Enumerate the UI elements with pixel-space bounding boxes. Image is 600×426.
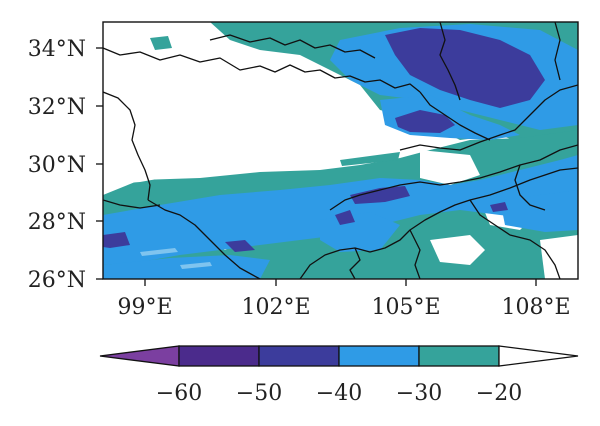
field-indigo — [103, 28, 545, 252]
map-frame — [102, 21, 579, 280]
lon-ticks — [144, 279, 537, 286]
lon-label-102: 102°E — [241, 295, 310, 320]
field-streaks — [140, 248, 212, 269]
shaded-field — [103, 22, 578, 279]
colorbar — [99, 345, 579, 367]
lon-label-99: 99°E — [117, 295, 172, 320]
boundary-lines — [103, 22, 578, 279]
colorbar-label-minus20: −20 — [476, 381, 522, 406]
colorbar-bin-minus40-minus30 — [338, 345, 420, 367]
lat-ticks — [96, 47, 103, 280]
colorbar-lower-extension — [99, 345, 180, 367]
colorbar-label-minus60: −60 — [156, 381, 202, 406]
lon-label-105: 105°E — [371, 295, 440, 320]
lat-label-34: 34°N — [28, 37, 86, 62]
lat-label-26: 26°N — [28, 268, 86, 293]
colorbar-label-minus40: −40 — [316, 381, 362, 406]
lat-label-30: 30°N — [28, 153, 86, 178]
colorbar-label-minus30: −30 — [396, 381, 442, 406]
lat-label-32: 32°N — [28, 95, 86, 120]
colorbar-bin-minus30-minus20 — [418, 345, 500, 367]
colorbar-bin-minus60-minus50 — [178, 345, 260, 367]
lat-label-28: 28°N — [28, 210, 86, 235]
colorbar-upper-extension — [498, 345, 579, 367]
lon-label-108: 108°E — [501, 295, 570, 320]
colorbar-bin-minus50-minus40 — [258, 345, 340, 367]
colorbar-label-minus50: −50 — [236, 381, 282, 406]
